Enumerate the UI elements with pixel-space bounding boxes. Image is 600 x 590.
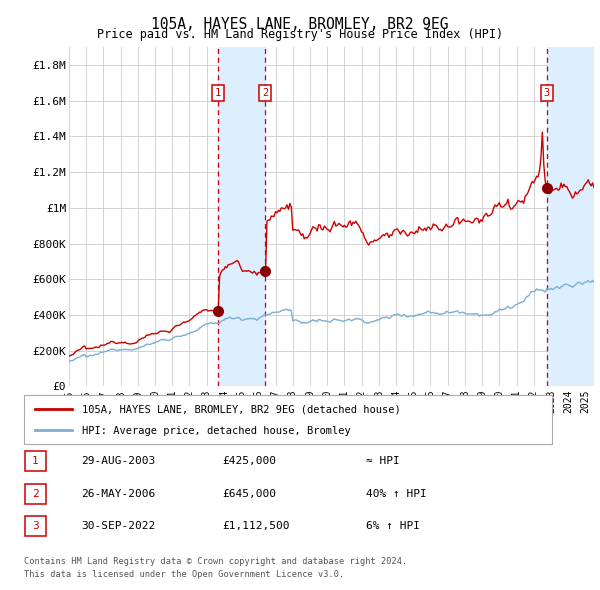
Text: 40% ↑ HPI: 40% ↑ HPI [366, 489, 427, 499]
Text: 105A, HAYES LANE, BROMLEY, BR2 9EG (detached house): 105A, HAYES LANE, BROMLEY, BR2 9EG (deta… [82, 405, 401, 415]
Bar [218, 47, 265, 386]
Text: 30-SEP-2022: 30-SEP-2022 [81, 522, 155, 531]
Text: £645,000: £645,000 [222, 489, 276, 499]
Text: 2: 2 [32, 489, 39, 499]
Text: 3: 3 [544, 88, 550, 98]
Text: 29-AUG-2003: 29-AUG-2003 [81, 457, 155, 466]
Text: ≈ HPI: ≈ HPI [366, 457, 400, 466]
Text: 3: 3 [32, 522, 39, 531]
Text: Price paid vs. HM Land Registry's House Price Index (HPI): Price paid vs. HM Land Registry's House … [97, 28, 503, 41]
Bar [547, 47, 594, 386]
Text: 2: 2 [262, 88, 268, 98]
Text: HPI: Average price, detached house, Bromley: HPI: Average price, detached house, Brom… [82, 426, 351, 436]
Text: This data is licensed under the Open Government Licence v3.0.: This data is licensed under the Open Gov… [24, 571, 344, 579]
Text: Contains HM Land Registry data © Crown copyright and database right 2024.: Contains HM Land Registry data © Crown c… [24, 558, 407, 566]
FancyBboxPatch shape [24, 395, 552, 444]
FancyBboxPatch shape [25, 516, 46, 536]
Text: 105A, HAYES LANE, BROMLEY, BR2 9EG: 105A, HAYES LANE, BROMLEY, BR2 9EG [151, 17, 449, 31]
FancyBboxPatch shape [25, 484, 46, 504]
Text: £1,112,500: £1,112,500 [222, 522, 290, 531]
FancyBboxPatch shape [25, 451, 46, 471]
Text: 1: 1 [32, 457, 39, 466]
Text: £425,000: £425,000 [222, 457, 276, 466]
Text: 6% ↑ HPI: 6% ↑ HPI [366, 522, 420, 531]
Text: 1: 1 [215, 88, 221, 98]
Text: 26-MAY-2006: 26-MAY-2006 [81, 489, 155, 499]
